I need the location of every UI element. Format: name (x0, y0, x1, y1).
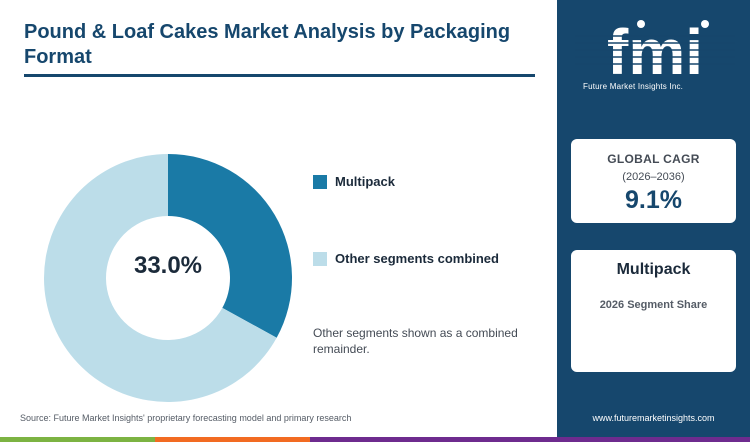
segment-caption: 2026 Segment Share (599, 299, 708, 311)
cagr-value: 9.1% (625, 186, 682, 214)
bottom-color-bar (0, 437, 750, 442)
legend-label-other: Other segments combined (335, 251, 499, 266)
cagr-card: GLOBAL CAGR (2026–2036) 9.1% (571, 139, 736, 223)
legend-item-other: Other segments combined (313, 251, 499, 266)
logo-subtitle: Future Market Insights Inc. (583, 82, 684, 91)
bar-segment-orange (155, 437, 310, 442)
logo-dot-right (701, 20, 709, 28)
segment-name: Multipack (616, 261, 691, 278)
donut-slice-multipack (168, 154, 292, 338)
title-divider (24, 74, 535, 77)
logo-dot-left (637, 20, 645, 28)
legend-swatch-multipack (313, 174, 327, 189)
chart-note: Other segments shown as a combined remai… (313, 326, 518, 356)
source-note: Source: Future Market Insights' propriet… (20, 413, 352, 423)
cagr-period: (2026–2036) (622, 171, 685, 183)
segment-card: Multipack 2026 Segment Share (571, 250, 736, 372)
donut-chart (44, 154, 292, 402)
bar-segment-green (0, 437, 155, 442)
website-link[interactable]: www.futuremarketinsights.com (592, 413, 715, 423)
cagr-label: GLOBAL CAGR (607, 152, 700, 166)
chart-title: Pound & Loaf Cakes Market Analysis by Pa… (24, 21, 511, 68)
legend-item-multipack: Multipack (313, 174, 395, 189)
sidebar-panel: fmi Future Market Insights Inc. GLOBAL C… (557, 0, 750, 442)
fmi-logo[interactable]: fmi (575, 12, 735, 102)
bar-segment-purple (310, 437, 750, 442)
logo-stripes (575, 35, 735, 65)
legend-swatch-other (313, 251, 327, 266)
logo-wordmark: fmi (607, 16, 703, 88)
donut-slice-other-segments-combined (44, 154, 277, 402)
legend-label-multipack: Multipack (335, 174, 395, 189)
chart-panel: Pound & Loaf Cakes Market Analysis by Pa… (20, 21, 535, 423)
donut-center-label: 33.0% (133, 252, 203, 279)
